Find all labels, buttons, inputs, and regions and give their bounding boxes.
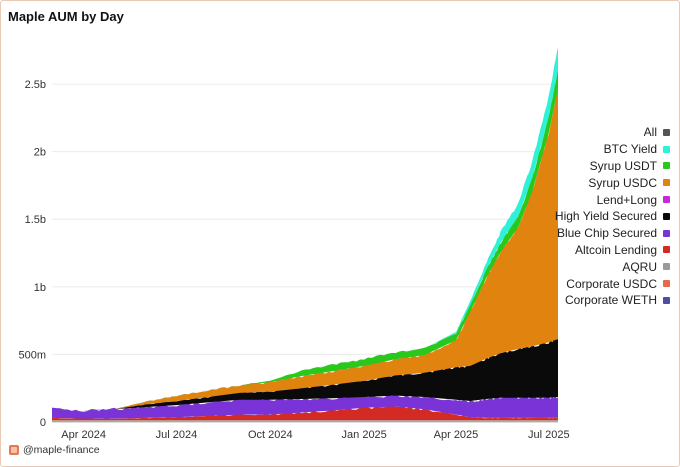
legend-label: All [643, 125, 657, 140]
legend-item[interactable]: Altcoin Lending [520, 242, 670, 259]
legend-label: Syrup USDT [589, 158, 657, 173]
legend-item[interactable]: Corporate USDC [520, 275, 670, 292]
area-series-aqru [52, 420, 558, 421]
x-tick-label: Apr 2024 [61, 429, 106, 441]
area-series-corporate-usdc [52, 420, 558, 422]
legend-item[interactable]: Syrup USDC [520, 174, 670, 191]
legend-label: BTC Yield [603, 142, 657, 157]
x-axis: Apr 2024 Jul 2024 Oct 2024 Jan 2025 Apr 2025… [52, 421, 570, 441]
legend-label: Lend+Long [596, 192, 657, 207]
legend-item[interactable]: Corporate WETH [520, 292, 670, 309]
y-tick-label: 1b [34, 282, 46, 294]
area-series-high-yield-secured [52, 338, 558, 411]
footer: @maple-finance [9, 444, 100, 456]
x-tick-label: Jan 2025 [342, 429, 387, 441]
legend-swatch [663, 263, 670, 271]
legend: All BTC Yield Syrup USDT Syrup USDC Lend+Lon… [520, 124, 670, 309]
legend-swatch [663, 296, 670, 304]
legend-item[interactable]: All [520, 124, 670, 141]
x-tick-label: Oct 2024 [248, 429, 293, 441]
legend-label: Altcoin Lending [574, 242, 657, 257]
maple-logo-icon [9, 445, 19, 455]
legend-label: High Yield Secured [554, 209, 657, 224]
area-series-altcoin-lending [52, 405, 558, 420]
y-tick-label: 1.5b [25, 214, 46, 226]
x-tick-label: Jul 2025 [528, 429, 570, 441]
legend-label: Syrup USDC [588, 175, 657, 190]
legend-item[interactable]: AQRU [520, 258, 670, 275]
legend-label: Corporate WETH [564, 293, 657, 308]
legend-swatch [663, 280, 670, 288]
area-series-blue-chip-secured [52, 394, 558, 419]
legend-label: AQRU [622, 259, 657, 274]
chart-title: Maple AUM by Day [8, 9, 124, 24]
x-tick-label: Jul 2024 [156, 429, 198, 441]
legend-label: Blue Chip Secured [556, 226, 657, 241]
legend-item[interactable]: Blue Chip Secured [520, 225, 670, 242]
legend-label: Corporate USDC [566, 276, 657, 291]
y-tick-label: 2b [34, 147, 46, 159]
legend-swatch [663, 212, 670, 220]
legend-swatch [663, 162, 670, 170]
y-tick-label: 0 [40, 417, 46, 429]
legend-item[interactable]: Syrup USDT [520, 158, 670, 175]
legend-swatch [663, 179, 670, 187]
footer-handle: @maple-finance [23, 444, 100, 456]
legend-item[interactable]: High Yield Secured [520, 208, 670, 225]
x-tick-label: Apr 2025 [434, 429, 479, 441]
legend-swatch [663, 246, 670, 254]
legend-item[interactable]: Lend+Long [520, 191, 670, 208]
legend-swatch [663, 229, 670, 237]
legend-swatch [663, 196, 670, 204]
stacked-areas [52, 46, 558, 422]
legend-swatch [663, 145, 670, 153]
y-tick-label: 500m [18, 349, 46, 361]
y-tick-label: 2.5b [25, 79, 46, 91]
legend-item[interactable]: BTC Yield [520, 141, 670, 158]
legend-swatch [663, 128, 670, 136]
y-axis: 0 500m 1b 1.5b 2b 2.5b [18, 79, 46, 429]
